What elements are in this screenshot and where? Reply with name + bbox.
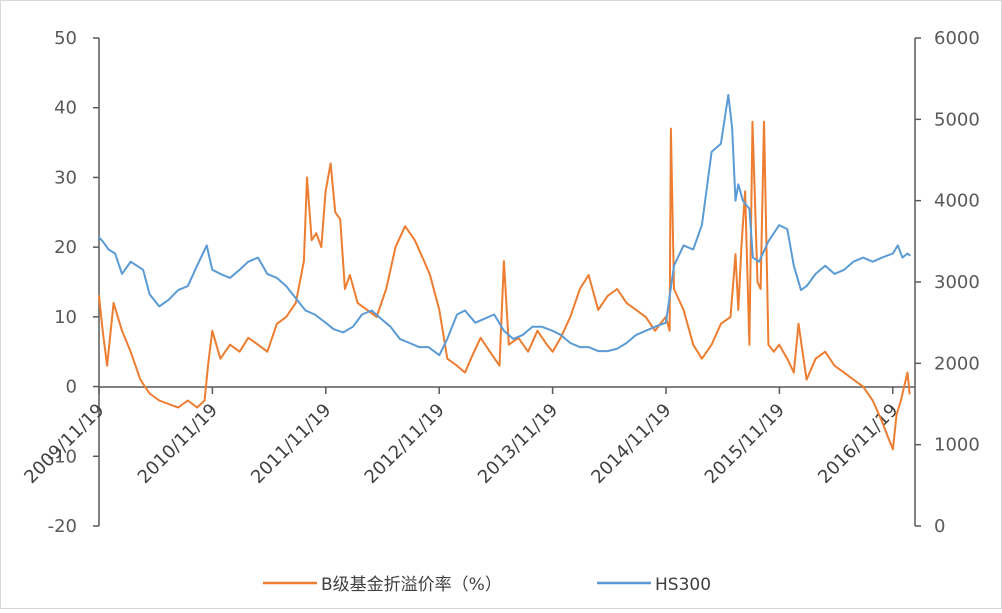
left-tick-label: 20 <box>54 237 77 258</box>
right-tick-label: 3000 <box>934 272 980 293</box>
series-line-discount-premium <box>98 120 911 451</box>
left-tick-label: 0 <box>66 377 77 398</box>
series-layer <box>98 93 911 451</box>
left-tick-label: -20 <box>48 516 77 537</box>
right-tick-label: 2000 <box>934 353 980 374</box>
right-tick-label: 6000 <box>934 28 980 49</box>
right-tick-label: 1000 <box>934 435 980 456</box>
left-tick-label: 10 <box>54 307 77 328</box>
legend-item-discount-premium-label: B级基金折溢价率（%） <box>321 575 502 595</box>
left-tick-label: 50 <box>54 28 77 49</box>
series-line-hs300 <box>98 93 911 357</box>
left-tick-label: -10 <box>48 446 77 467</box>
right-tick-label: 4000 <box>934 191 980 212</box>
right-tick-label: 0 <box>934 516 945 537</box>
legend-item-hs300-label: HS300 <box>655 575 711 595</box>
left-tick-label: 40 <box>54 98 77 119</box>
right-tick-label: 5000 <box>934 109 980 130</box>
left-tick-label: 30 <box>54 167 77 188</box>
legend: B级基金折溢价率（%） HS300 <box>263 575 711 595</box>
